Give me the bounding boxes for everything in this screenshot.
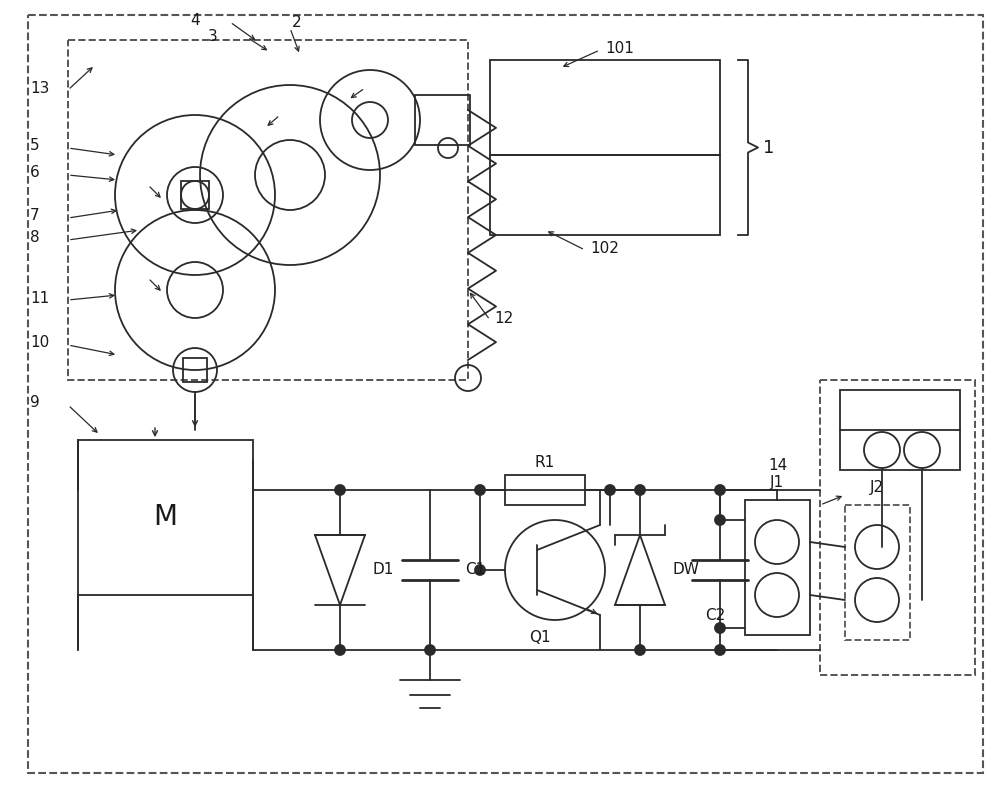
Text: DW: DW — [672, 563, 699, 578]
Bar — [505, 475, 585, 505]
Text: 102: 102 — [590, 240, 619, 255]
Text: R1: R1 — [535, 455, 555, 470]
Circle shape — [715, 485, 725, 495]
Circle shape — [335, 645, 345, 655]
Circle shape — [335, 485, 345, 495]
Circle shape — [475, 485, 485, 495]
Bar — [490, 60, 720, 155]
Text: J2: J2 — [870, 480, 884, 495]
Text: 5: 5 — [30, 137, 40, 153]
Text: C2: C2 — [705, 608, 725, 623]
Text: 9: 9 — [30, 395, 40, 410]
Bar — [183, 358, 207, 382]
Text: 14: 14 — [768, 458, 787, 473]
Text: 101: 101 — [605, 40, 634, 55]
Bar — [68, 40, 468, 380]
Text: 2: 2 — [292, 14, 302, 29]
Text: J1: J1 — [770, 474, 784, 489]
Text: 11: 11 — [30, 291, 49, 306]
Text: 4: 4 — [190, 13, 200, 28]
Text: 10: 10 — [30, 334, 49, 350]
Circle shape — [715, 623, 725, 633]
Text: D1: D1 — [372, 563, 393, 578]
Bar — [181, 181, 209, 209]
Text: 1: 1 — [763, 139, 774, 157]
Bar — [78, 440, 253, 595]
Circle shape — [635, 645, 645, 655]
Circle shape — [605, 485, 615, 495]
Bar — [845, 505, 910, 640]
Text: 8: 8 — [30, 229, 40, 244]
Bar — [820, 380, 975, 675]
Text: C1: C1 — [465, 563, 485, 578]
Bar — [490, 155, 720, 235]
Bar — [415, 95, 470, 145]
Circle shape — [715, 645, 725, 655]
Text: 13: 13 — [30, 80, 49, 95]
Text: 12: 12 — [494, 310, 513, 325]
Text: 3: 3 — [208, 28, 218, 43]
Bar — [745, 500, 810, 635]
Text: Q1: Q1 — [529, 630, 551, 645]
Text: M: M — [153, 503, 177, 531]
Text: 7: 7 — [30, 207, 40, 222]
Circle shape — [425, 645, 435, 655]
Bar — [840, 390, 960, 470]
Circle shape — [715, 515, 725, 525]
Text: 6: 6 — [30, 165, 40, 180]
Circle shape — [635, 485, 645, 495]
Circle shape — [475, 565, 485, 575]
